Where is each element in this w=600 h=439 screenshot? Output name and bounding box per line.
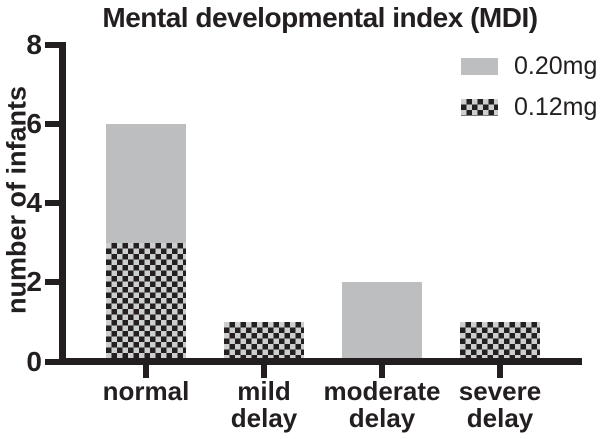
y-tick-label-8: 8 xyxy=(26,29,42,61)
legend-item-012mg: 0.12mg xyxy=(461,93,597,121)
y-tick-label-0: 0 xyxy=(26,345,42,377)
bar-segment-moderate-0.20mg xyxy=(342,282,422,362)
x-category-label-severe: severe delay xyxy=(458,376,542,433)
y-tick-4 xyxy=(45,200,60,207)
x-tick-normal xyxy=(143,365,149,378)
y-axis-line xyxy=(59,42,66,365)
legend-label: 0.20mg xyxy=(514,51,598,80)
legend: 0.20mg 0.12mg xyxy=(461,52,597,121)
y-tick-0 xyxy=(45,358,60,365)
bar-segment-mild-0.12mg xyxy=(224,321,304,362)
legend-item-020mg: 0.20mg xyxy=(461,52,597,80)
y-tick-6 xyxy=(45,121,60,128)
x-axis-line xyxy=(59,358,582,365)
x-tick-severe xyxy=(497,365,503,378)
legend-swatch-checker-icon xyxy=(461,98,498,116)
y-tick-2 xyxy=(45,279,60,286)
y-tick-label-6: 6 xyxy=(26,108,42,140)
legend-swatch-solid-icon xyxy=(461,57,498,75)
x-tick-moderate xyxy=(379,365,385,378)
x-category-label-normal: normal xyxy=(102,376,190,406)
y-tick-8 xyxy=(45,42,60,49)
y-tick-label-2: 2 xyxy=(26,266,42,298)
legend-label: 0.12mg xyxy=(514,92,598,121)
x-category-label-mild: mild delay xyxy=(230,376,298,433)
bar-segment-normal-0.20mg xyxy=(106,124,186,243)
x-tick-mild xyxy=(261,365,267,378)
y-tick-label-4: 4 xyxy=(26,187,42,219)
bar-segment-severe-0.12mg xyxy=(460,321,540,362)
chart-title: Mental developmental index (MDI) xyxy=(102,2,538,33)
bar-segment-normal-0.12mg xyxy=(106,242,186,362)
x-category-label-moderate: moderate delay xyxy=(323,376,441,433)
